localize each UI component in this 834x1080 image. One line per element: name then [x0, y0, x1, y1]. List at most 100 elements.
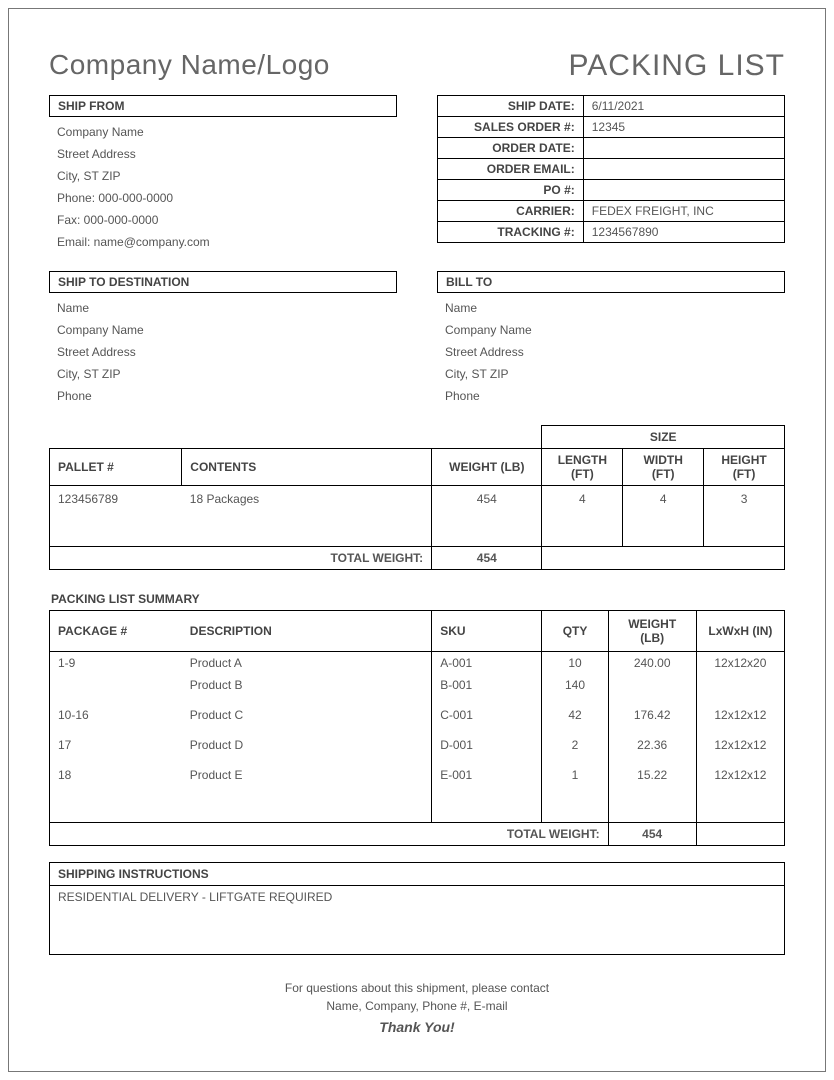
- order-info-row: SHIP DATE:6/11/2021: [438, 96, 785, 117]
- pkg-qty: 10: [542, 652, 608, 675]
- bill-to-header: BILL TO: [437, 271, 785, 293]
- pallet-col-height: HEIGHT (FT): [704, 449, 785, 486]
- ship-to-line: Name: [49, 297, 397, 319]
- pallet-width: 4: [623, 486, 704, 547]
- pkg-total-value: 454: [608, 823, 696, 846]
- footer-thanks: Thank You!: [49, 1017, 785, 1038]
- ship-from-line: Phone: 000-000-0000: [49, 187, 397, 209]
- pallet-total-value: 454: [432, 547, 542, 570]
- pallet-col-weight: WEIGHT (LB): [432, 449, 542, 486]
- ship-to-line: Phone: [49, 385, 397, 407]
- pkg-sku: E-001: [432, 756, 542, 823]
- order-info-value: [583, 180, 784, 201]
- order-info-row: ORDER EMAIL:: [438, 159, 785, 180]
- package-row: Product BB-001140: [50, 674, 785, 696]
- footer: For questions about this shipment, pleas…: [49, 979, 785, 1038]
- header: Company Name/Logo PACKING LIST: [49, 49, 785, 83]
- order-info-label: SHIP DATE:: [438, 96, 584, 117]
- pkg-sku: A-001: [432, 652, 542, 675]
- pkg-col-qty: QTY: [542, 611, 608, 652]
- pallet-height: 3: [704, 486, 785, 547]
- footer-line-2: Name, Company, Phone #, E-mail: [49, 997, 785, 1015]
- package-row: 17Product DD-001222.3612x12x12: [50, 726, 785, 756]
- pallet-col-length: LENGTH (FT): [542, 449, 623, 486]
- pkg-number: 18: [50, 756, 182, 823]
- pkg-sku: B-001: [432, 674, 542, 696]
- pallet-size-header: SIZE: [542, 426, 785, 449]
- order-info-label: TRACKING #:: [438, 222, 584, 243]
- order-info-row: PO #:: [438, 180, 785, 201]
- pkg-weight: 22.36: [608, 726, 696, 756]
- pkg-weight: [608, 674, 696, 696]
- pkg-description: Product B: [182, 674, 432, 696]
- order-info-value: [583, 138, 784, 159]
- mid-section: SHIP TO DESTINATION NameCompany NameStre…: [49, 271, 785, 407]
- pkg-number: 1-9: [50, 652, 182, 675]
- pkg-weight: 15.22: [608, 756, 696, 823]
- ship-to-line: City, ST ZIP: [49, 363, 397, 385]
- ship-to-block: SHIP TO DESTINATION NameCompany NameStre…: [49, 271, 397, 407]
- pkg-number: 10-16: [50, 696, 182, 726]
- pkg-sku: D-001: [432, 726, 542, 756]
- pkg-col-weight: WEIGHT (LB): [608, 611, 696, 652]
- pkg-description: Product A: [182, 652, 432, 675]
- order-info-row: ORDER DATE:: [438, 138, 785, 159]
- bill-to-line: Name: [437, 297, 785, 319]
- order-info-row: TRACKING #:1234567890: [438, 222, 785, 243]
- pallet-col-number: PALLET #: [50, 449, 182, 486]
- pkg-dims: 12x12x12: [696, 726, 784, 756]
- document-title: PACKING LIST: [569, 49, 786, 83]
- pallet-weight: 454: [432, 486, 542, 547]
- pkg-description: Product C: [182, 696, 432, 726]
- footer-line-1: For questions about this shipment, pleas…: [49, 979, 785, 997]
- order-info-label: ORDER DATE:: [438, 138, 584, 159]
- bill-to-line: Phone: [437, 385, 785, 407]
- pkg-dims: 12x12x12: [696, 756, 784, 823]
- order-info-block: SHIP DATE:6/11/2021SALES ORDER #:12345OR…: [437, 95, 785, 253]
- ship-from-header: SHIP FROM: [49, 95, 397, 117]
- pallet-total-label: TOTAL WEIGHT:: [50, 547, 432, 570]
- ship-from-line: Fax: 000-000-0000: [49, 209, 397, 231]
- order-info-value: [583, 159, 784, 180]
- order-info-label: ORDER EMAIL:: [438, 159, 584, 180]
- pkg-total-label: TOTAL WEIGHT:: [50, 823, 609, 846]
- summary-title: PACKING LIST SUMMARY: [49, 592, 785, 606]
- ship-to-header: SHIP TO DESTINATION: [49, 271, 397, 293]
- package-row: 1-9Product AA-00110240.0012x12x20: [50, 652, 785, 675]
- order-info-row: CARRIER:FEDEX FREIGHT, INC: [438, 201, 785, 222]
- pkg-weight: 176.42: [608, 696, 696, 726]
- pallet-contents: 18 Packages: [182, 486, 432, 547]
- pkg-dims: 12x12x20: [696, 652, 784, 675]
- package-row: 18Product EE-001115.2212x12x12: [50, 756, 785, 823]
- pkg-number: [50, 674, 182, 696]
- pallet-col-contents: CONTENTS: [182, 449, 432, 486]
- pallet-total-row: TOTAL WEIGHT: 454: [50, 547, 785, 570]
- order-info-value: 6/11/2021: [583, 96, 784, 117]
- pkg-col-description: DESCRIPTION: [182, 611, 432, 652]
- pallet-table: SIZE PALLET # CONTENTS WEIGHT (LB) LENGT…: [49, 425, 785, 570]
- order-info-value: 1234567890: [583, 222, 784, 243]
- order-info-label: PO #:: [438, 180, 584, 201]
- top-section: SHIP FROM Company NameStreet AddressCity…: [49, 95, 785, 253]
- pallet-col-width: WIDTH (FT): [623, 449, 704, 486]
- pkg-qty: 2: [542, 726, 608, 756]
- pkg-dims: 12x12x12: [696, 696, 784, 726]
- package-table: PACKAGE # DESCRIPTION SKU QTY WEIGHT (LB…: [49, 610, 785, 846]
- order-info-value: 12345: [583, 117, 784, 138]
- pkg-total-row: TOTAL WEIGHT: 454: [50, 823, 785, 846]
- pallet-row: 123456789 18 Packages 454 4 4 3: [50, 486, 785, 547]
- ship-to-line: Company Name: [49, 319, 397, 341]
- ship-from-block: SHIP FROM Company NameStreet AddressCity…: [49, 95, 397, 253]
- pkg-dims: [696, 674, 784, 696]
- order-info-label: SALES ORDER #:: [438, 117, 584, 138]
- pkg-col-number: PACKAGE #: [50, 611, 182, 652]
- bill-to-line: Company Name: [437, 319, 785, 341]
- instructions-body: RESIDENTIAL DELIVERY - LIFTGATE REQUIRED: [49, 885, 785, 955]
- pkg-sku: C-001: [432, 696, 542, 726]
- ship-from-line: Email: name@company.com: [49, 231, 397, 253]
- pkg-qty: 1: [542, 756, 608, 823]
- pkg-col-dims: LxWxH (IN): [696, 611, 784, 652]
- instructions-header: SHIPPING INSTRUCTIONS: [49, 862, 785, 885]
- ship-from-line: Street Address: [49, 143, 397, 165]
- pkg-qty: 42: [542, 696, 608, 726]
